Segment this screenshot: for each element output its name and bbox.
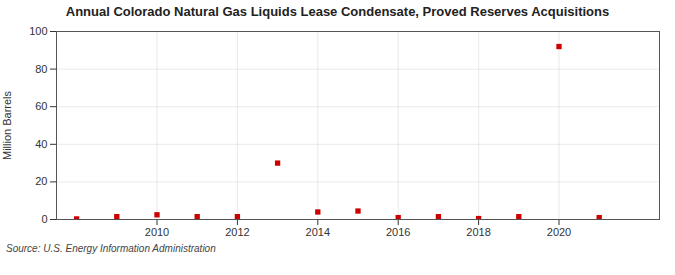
svg-text:2014: 2014 <box>306 226 330 238</box>
svg-text:0: 0 <box>41 213 47 225</box>
svg-text:80: 80 <box>35 63 47 75</box>
svg-text:100: 100 <box>29 25 47 37</box>
svg-text:40: 40 <box>35 138 47 150</box>
svg-text:Million Barrels: Million Barrels <box>1 90 13 160</box>
html-text:Annual Colorado Natural Gas Li: Annual Colorado Natural Gas Liquids Leas… <box>65 4 610 19</box>
svg-text:2016: 2016 <box>386 226 410 238</box>
svg-text:2020: 2020 <box>547 226 571 238</box>
html-text:Source: U.S. Energy Informatio: Source: U.S. Energy Information Administ… <box>6 243 216 254</box>
svg-text:2012: 2012 <box>225 226 249 238</box>
svg-text:60: 60 <box>35 100 47 112</box>
svg-text:2018: 2018 <box>466 226 490 238</box>
svg-text:20: 20 <box>35 175 47 187</box>
svg-text:2010: 2010 <box>145 226 169 238</box>
